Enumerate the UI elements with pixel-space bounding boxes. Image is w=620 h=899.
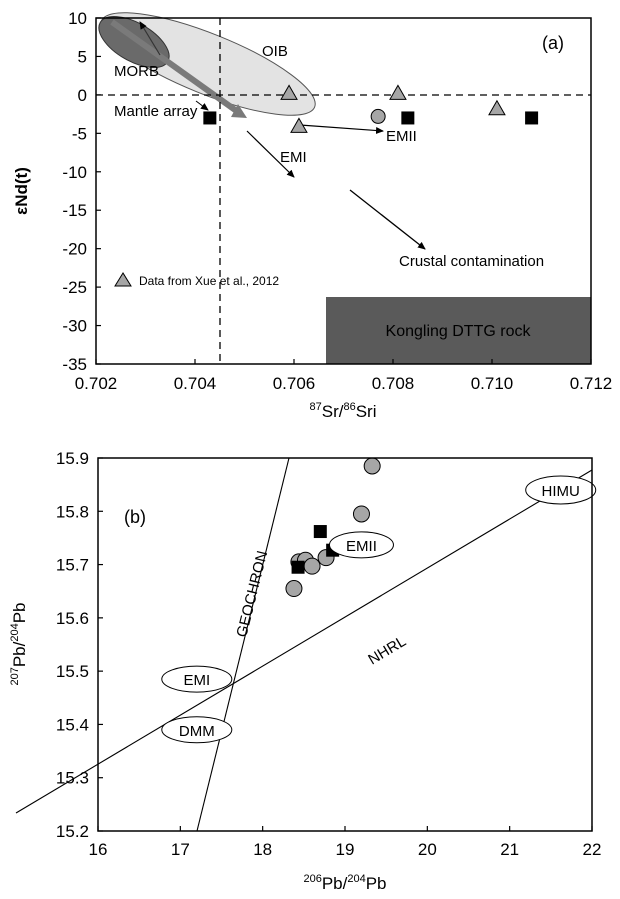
panel-b-marks xyxy=(285,457,381,598)
emii-label: EMII xyxy=(386,128,417,145)
panel-a-label: (a) xyxy=(542,33,564,53)
y-tick-label: -25 xyxy=(62,278,87,297)
end-member-label: HIMU xyxy=(542,483,580,500)
x-tick-label: 0.702 xyxy=(75,374,118,393)
y-tick-label: 15.7 xyxy=(56,556,89,575)
panel-a-marks xyxy=(203,84,539,133)
kongling-field xyxy=(326,297,591,364)
x-tick-label: 0.712 xyxy=(570,374,613,393)
x-tick-label: 21 xyxy=(500,840,519,859)
end-member-ellipse xyxy=(161,716,233,744)
geochron-line xyxy=(196,457,290,832)
sample-square xyxy=(525,111,539,125)
panel-b-xlabel: 206Pb/204Pb xyxy=(303,873,386,893)
y-tick-label: 15.2 xyxy=(56,822,89,841)
crustal-label: Crustal contamination xyxy=(399,253,544,270)
mantle-array-back-arrow xyxy=(139,21,161,56)
end-member-label: DMM xyxy=(179,723,215,740)
geochron-label: GEOCHRON xyxy=(233,549,271,639)
nhrl-label: NHRL xyxy=(365,633,409,669)
panel-a: Kongling DTTG rock OIB MORB Mantle array… xyxy=(12,9,612,421)
sample-square xyxy=(203,111,217,125)
y-tick-label: 15.3 xyxy=(56,769,89,788)
y-tick-label: -15 xyxy=(62,201,87,220)
end-member-ellipse xyxy=(328,531,394,559)
x-tick-label: 17 xyxy=(171,840,190,859)
sample-circle xyxy=(285,580,303,598)
panel-b-endmembers: HIMU EMII EMI DMM xyxy=(161,475,597,744)
xue-triangle xyxy=(290,117,308,133)
sample-square xyxy=(313,525,327,539)
x-tick-label: 0.704 xyxy=(174,374,217,393)
crustal-arrow xyxy=(349,189,426,250)
x-tick-label: 20 xyxy=(418,840,437,859)
x-tick-label: 16 xyxy=(89,840,108,859)
xue-triangle xyxy=(389,84,407,100)
y-tick-label: -30 xyxy=(62,317,87,336)
y-tick-label: -35 xyxy=(62,355,87,374)
panel-a-frame xyxy=(95,17,592,365)
y-tick-label: 15.6 xyxy=(56,609,89,628)
xue-triangle xyxy=(488,99,506,116)
sample-circle xyxy=(303,557,321,575)
y-tick-label: 15.9 xyxy=(56,449,89,468)
sample-square xyxy=(291,560,305,574)
panel-a-axes: 0.702 0.704 0.706 0.708 0.710 0.712 10 5 0 -5 -10 -… xyxy=(62,9,612,393)
mantle-array-arrowhead xyxy=(231,104,247,118)
end-member-ellipse xyxy=(525,475,597,505)
y-tick-label: 10 xyxy=(68,9,87,28)
y-tick-label: 15.5 xyxy=(56,662,89,681)
nhrl-line xyxy=(15,469,593,814)
y-tick-label: 0 xyxy=(78,86,87,105)
x-tick-label: 0.710 xyxy=(471,374,514,393)
y-tick-label: 15.8 xyxy=(56,502,89,521)
panel-b-axes: 16 17 18 19 20 21 22 15.9 15.8 15.7 15.6 15.5 15.4 15… xyxy=(56,449,602,859)
panel-a-xlabel: 87Sr/86Sri xyxy=(309,401,376,421)
sample-circle xyxy=(370,108,386,124)
mantle-array-pointer xyxy=(195,100,209,111)
x-tick-label: 0.706 xyxy=(273,374,316,393)
x-tick-label: 0.708 xyxy=(372,374,415,393)
x-tick-label: 19 xyxy=(336,840,355,859)
x-tick-label: 22 xyxy=(583,840,602,859)
panel-b-ylabel: 207Pb/204Pb xyxy=(9,602,29,685)
morb-label: MORB xyxy=(114,63,159,80)
emi-arrow xyxy=(246,130,295,178)
sample-circle xyxy=(363,457,381,475)
end-member-label: EMI xyxy=(183,672,210,689)
mantle-array-label: Mantle array xyxy=(114,103,198,120)
kongling-label: Kongling DTTG rock xyxy=(386,323,532,340)
panel-a-decor: Kongling DTTG rock OIB MORB Mantle array… xyxy=(96,12,591,364)
end-member-label: EMII xyxy=(346,538,377,555)
emii-arrow xyxy=(299,124,384,134)
y-tick-label: 5 xyxy=(78,47,87,66)
y-tick-label: -20 xyxy=(62,240,87,259)
panel-a-ylabel: εNd(t) xyxy=(12,167,31,215)
panel-b-label: (b) xyxy=(124,507,146,527)
emi-label: EMI xyxy=(280,149,307,166)
end-member-ellipse xyxy=(161,665,233,693)
panel-b-lines: GEOCHRON NHRL xyxy=(15,457,593,832)
source-triangle-icon xyxy=(114,272,132,287)
y-tick-label: -10 xyxy=(62,163,87,182)
sample-square xyxy=(401,111,415,125)
xue-triangle xyxy=(280,84,298,100)
source-note: Data from Xue et al., 2012 xyxy=(139,274,279,288)
y-tick-label: 15.4 xyxy=(56,715,89,734)
x-tick-label: 18 xyxy=(253,840,272,859)
oib-label: OIB xyxy=(262,43,288,60)
y-tick-label: -5 xyxy=(72,124,87,143)
sample-circle xyxy=(352,505,370,523)
mantle-array-arrow xyxy=(110,19,240,115)
